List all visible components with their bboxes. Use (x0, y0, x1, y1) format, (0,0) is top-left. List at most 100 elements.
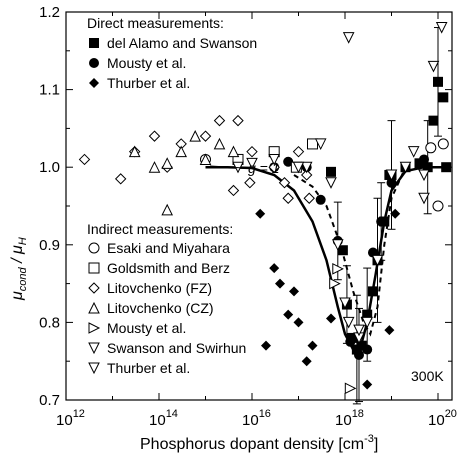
model-curves (205, 165, 447, 352)
point-direct-del-alamo-and-swanson (356, 340, 367, 351)
point-indirect-litovchenko-fz (300, 169, 313, 181)
point-indirect-esaki-and-miyahara (432, 200, 444, 212)
point-direct-thurber-et-al (283, 309, 294, 320)
legend-label: Thurber et al. (107, 360, 190, 376)
point-indirect-thurber-et-al (342, 316, 355, 329)
point-direct-del-alamo-and-swanson (326, 166, 337, 177)
point-indirect-litovchenko-fz (199, 130, 212, 142)
legend-label: Litovchenko (FZ) (107, 280, 212, 296)
x-tick-label: 1016 (242, 408, 271, 429)
point-direct-thurber-et-al (326, 313, 337, 324)
point-indirect-esaki-and-miyahara (425, 142, 437, 154)
point-indirect-swanson-and-swirhun (361, 316, 373, 329)
point-indirect-swanson-and-swirhun (339, 297, 351, 310)
point-direct-mousty-et-al (345, 336, 356, 347)
legend-label: del Alamo and Swanson (107, 35, 257, 51)
legend-marker (89, 58, 99, 68)
g-label-leader (209, 165, 245, 169)
y-tick-label: 1.0 (39, 159, 60, 176)
point-indirect-litovchenko-fz (282, 192, 294, 204)
legend-label: Goldsmith and Berz (107, 260, 230, 276)
point-direct-del-alamo-and-swanson (414, 158, 425, 169)
point-indirect-goldsmith-and-berz (306, 138, 318, 150)
point-indirect-litovchenko-fz (268, 161, 280, 173)
point-indirect-esaki-and-miyahara (437, 138, 449, 150)
legend-label: Esaki and Miyahara (107, 240, 230, 256)
point-indirect-mousty-et-al (329, 277, 341, 290)
legend: Direct measurements: Indirect measuremen… (87, 15, 257, 376)
point-indirect-litovchenko-cz (213, 137, 226, 150)
y-tick-label: 1.1 (39, 82, 60, 99)
point-direct-thurber-et-al (255, 208, 266, 219)
legend-label: Litovchenko (CZ) (107, 300, 214, 316)
point-direct-thurber-et-al (269, 263, 280, 274)
point-indirect-litovchenko-fz (303, 192, 315, 204)
legend-marker (88, 362, 100, 375)
legend-header-direct: Direct measurements: (87, 15, 224, 31)
point-direct-thurber-et-al (293, 317, 304, 328)
point-indirect-swanson-and-swirhun (314, 138, 327, 151)
point-indirect-thurber-et-al (427, 60, 440, 73)
point-direct-del-alamo-and-swanson (367, 286, 378, 297)
x-tick-label: 1018 (335, 408, 364, 429)
point-indirect-litovchenko-cz (148, 161, 161, 173)
point-direct-del-alamo-and-swanson (438, 92, 449, 103)
y-tick-label: 1.2 (39, 4, 60, 21)
x-tick-label: 1014 (149, 408, 178, 429)
point-direct-thurber-et-al (260, 340, 271, 351)
legend-marker (88, 301, 100, 314)
temperature-label: 300K (411, 368, 444, 384)
point-direct-mousty-et-al (376, 216, 387, 227)
point-direct-del-alamo-and-swanson (428, 115, 439, 126)
legend-label: Swanson and Swirhun (107, 340, 246, 356)
point-direct-del-alamo-and-swanson (422, 162, 433, 173)
point-indirect-litovchenko-cz (175, 145, 187, 158)
point-indirect-swanson-and-swirhun (418, 169, 430, 182)
point-indirect-litovchenko-fz (148, 130, 161, 142)
legend-label: Mousty et al. (107, 320, 186, 336)
point-indirect-litovchenko-cz (199, 153, 212, 165)
point-indirect-litovchenko-fz (292, 145, 305, 158)
point-indirect-thurber-et-al (353, 324, 365, 337)
point-indirect-litovchenko-fz (244, 177, 256, 189)
point-indirect-litovchenko-cz (161, 203, 173, 216)
axis-ticks: 1012 1014 1016 1018 1020 0.7 0.8 0.9 1.0 1.1 1.2 (39, 4, 457, 429)
point-direct-thurber-et-al (390, 208, 401, 219)
g-equals-one-label: g = 1 (248, 160, 280, 176)
point-direct-thurber-et-al (288, 286, 299, 297)
point-direct-mousty-et-al (386, 177, 397, 188)
point-indirect-swanson-and-swirhun (325, 177, 337, 189)
legend-marker (88, 322, 101, 334)
point-indirect-swanson-and-swirhun (331, 239, 344, 251)
legend-marker (89, 38, 99, 48)
point-indirect-litovchenko-fz (213, 114, 226, 127)
x-axis-title: Phosphorus dopant density [cm-3] (140, 433, 378, 453)
y-axis-title: μcond / μH (9, 237, 29, 301)
point-indirect-thurber-et-al (435, 22, 448, 34)
point-direct-thurber-et-al (307, 340, 318, 351)
point-direct-thurber-et-al (384, 325, 395, 336)
point-indirect-litovchenko-fz (246, 145, 258, 158)
point-indirect-litovchenko-fz (227, 184, 240, 197)
point-indirect-thurber-et-al (246, 157, 258, 170)
point-direct-thurber-et-al (362, 379, 373, 390)
point-indirect-swanson-and-swirhun (407, 146, 420, 158)
point-indirect-swanson-and-swirhun (300, 161, 313, 174)
point-indirect-thurber-et-al (342, 32, 355, 44)
point-indirect-mousty-et-al (344, 382, 357, 395)
point-direct-del-alamo-and-swanson (337, 245, 348, 256)
y-tick-label: 0.8 (39, 314, 60, 331)
point-direct-thurber-et-al (274, 278, 285, 289)
point-indirect-thurber-et-al (292, 161, 305, 174)
point-direct-mousty-et-al (315, 194, 326, 205)
point-direct-mousty-et-al (362, 344, 373, 355)
legend-marker (88, 262, 100, 274)
point-indirect-litovchenko-fz (78, 153, 91, 166)
legend-label: Thurber et al. (107, 75, 190, 91)
point-indirect-thurber-et-al (268, 153, 280, 166)
point-direct-mousty-et-al (353, 349, 364, 360)
point-indirect-litovchenko-fz (114, 173, 127, 185)
point-indirect-litovchenko-cz (128, 145, 141, 158)
point-indirect-litovchenko-fz (278, 177, 291, 189)
